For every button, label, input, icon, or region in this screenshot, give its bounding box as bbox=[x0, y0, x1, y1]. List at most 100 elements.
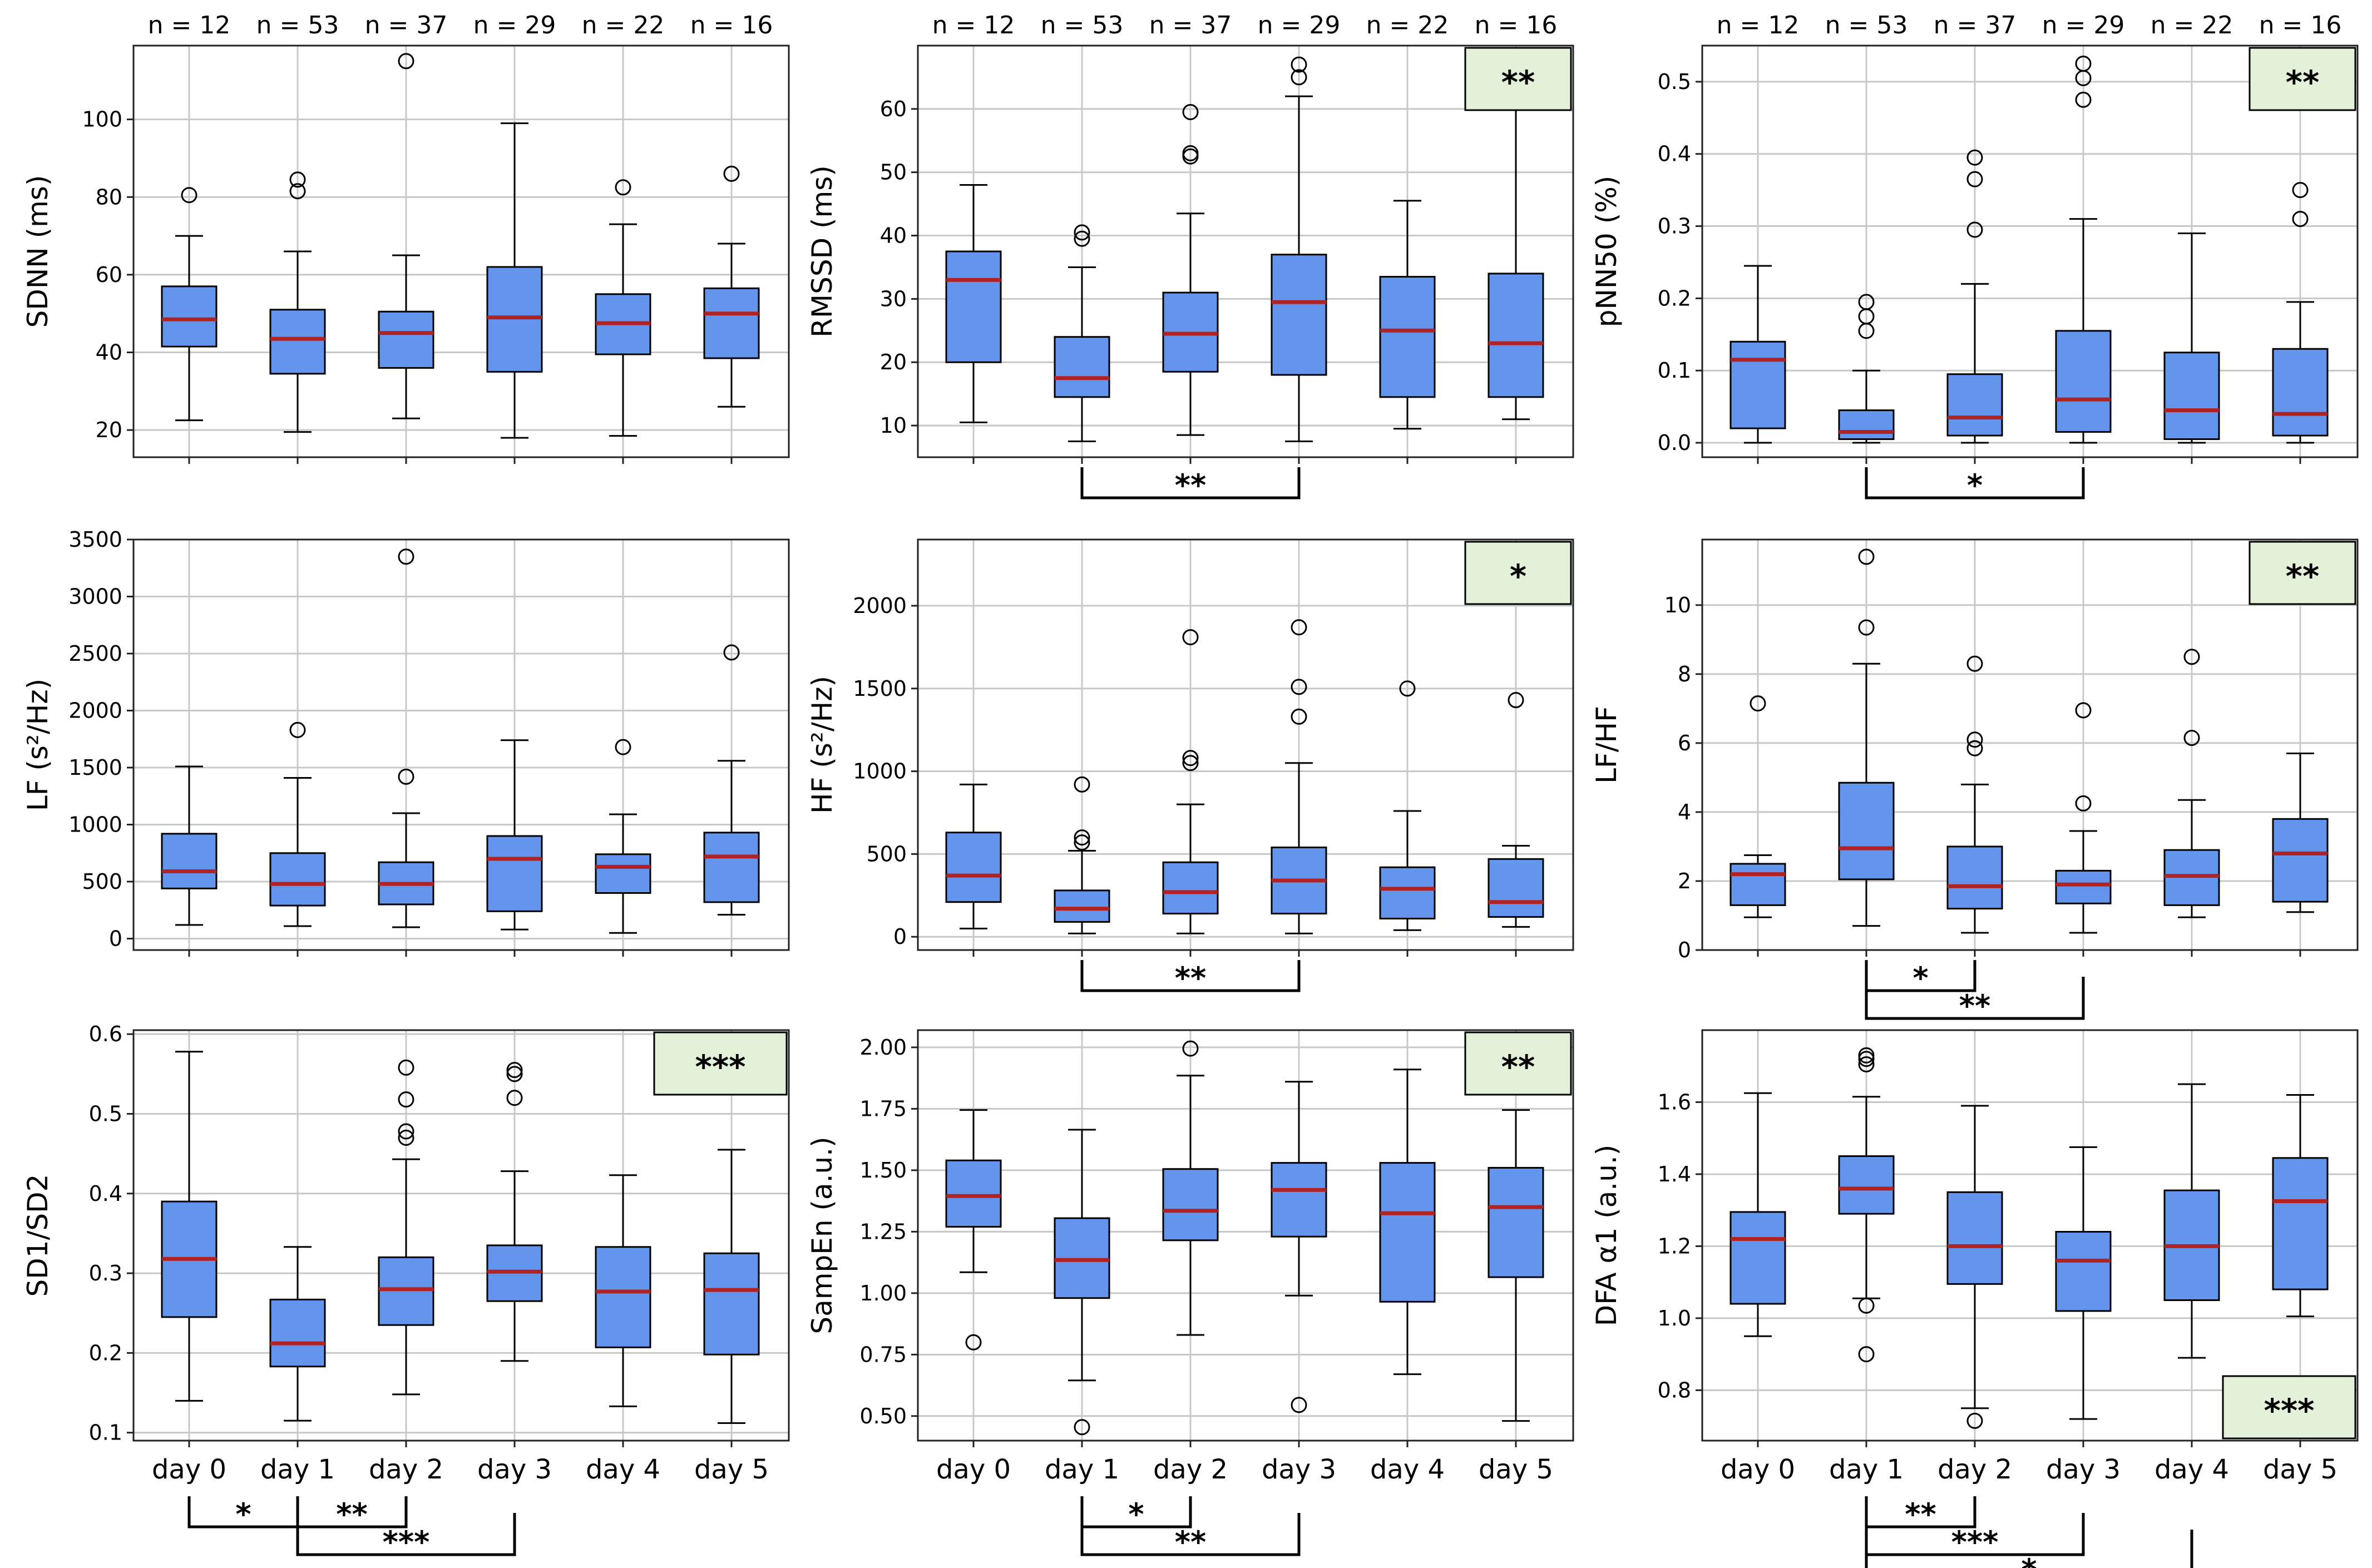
significance-bracket bbox=[1080, 960, 1301, 992]
significance-bracket-label: ** bbox=[1959, 988, 1990, 1023]
plot-frame bbox=[917, 44, 1574, 458]
significance-badge-label: ** bbox=[2286, 63, 2320, 101]
y-tick-label: 0.4 bbox=[89, 1181, 122, 1206]
box-day-5 bbox=[2272, 182, 2329, 444]
y-axis-label: SampEn (a.u.) bbox=[806, 1136, 838, 1334]
significance-bracket-label: ** bbox=[1175, 468, 1206, 503]
iqr-box bbox=[1162, 861, 1219, 915]
y-tick-label: 1.0 bbox=[1658, 1306, 1691, 1330]
x-tick-label-day: day 2 bbox=[1938, 1454, 2012, 1485]
iqr-box bbox=[269, 309, 326, 375]
sample-size-label: n = 37 bbox=[365, 11, 448, 39]
outlier-point bbox=[398, 768, 414, 785]
panel-sdnn: 20 40 60 80 100 SDNN (ms) n = 12 n = 53 n = 37 n … bbox=[22, 11, 790, 464]
significance-badge-label: *** bbox=[695, 1048, 746, 1086]
significance-bracket-label: ** bbox=[1175, 1525, 1206, 1560]
x-tick-label-day: day 4 bbox=[586, 1454, 660, 1485]
y-tick-label: 0 bbox=[893, 924, 907, 949]
x-tick-label-day: day 2 bbox=[369, 1454, 443, 1485]
y-tick-label: 0.4 bbox=[1658, 142, 1691, 166]
iqr-box bbox=[2055, 330, 2112, 433]
iqr-box bbox=[2055, 869, 2112, 904]
iqr-box bbox=[1729, 340, 1786, 429]
significance-badge bbox=[1464, 47, 1572, 111]
outlier-point bbox=[289, 171, 306, 188]
outlier-point bbox=[1291, 69, 1307, 86]
outlier-point bbox=[1966, 655, 1983, 672]
significance-bracket-label: ** bbox=[1905, 1497, 1936, 1532]
y-tick-label: 1.4 bbox=[1658, 1162, 1691, 1186]
y-tick-label: 50 bbox=[880, 160, 907, 185]
outlier-point bbox=[2075, 702, 2092, 719]
significance-bracket-label: * bbox=[1128, 1497, 1144, 1532]
iqr-box bbox=[269, 852, 326, 907]
outlier-point bbox=[1858, 548, 1875, 565]
y-axis-label: LF (s²/Hz) bbox=[22, 679, 54, 811]
y-tick-label: 2.00 bbox=[859, 1035, 907, 1060]
significance-bracket bbox=[1080, 1513, 1301, 1556]
box-day-3 bbox=[2055, 1146, 2112, 1420]
y-tick-label: 0.8 bbox=[1658, 1378, 1691, 1402]
outlier-point bbox=[1858, 294, 1875, 310]
y-tick-label: 8 bbox=[1678, 662, 1691, 686]
outlier-point bbox=[1182, 629, 1199, 646]
outlier-point bbox=[2292, 211, 2309, 227]
iqr-box bbox=[2055, 1231, 2112, 1312]
y-axis-label: DFA α1 (a.u.) bbox=[1590, 1145, 1623, 1327]
outlier-point bbox=[1399, 680, 1416, 697]
x-tick-label-day: day 2 bbox=[1153, 1454, 1228, 1485]
box-day-3 bbox=[1271, 56, 1327, 443]
box-day-2 bbox=[378, 53, 434, 419]
box-day-5 bbox=[703, 165, 760, 408]
significance-bracket bbox=[1865, 1496, 1976, 1529]
box-day-3 bbox=[2055, 55, 2112, 444]
sample-size-label: n = 37 bbox=[1149, 11, 1232, 39]
y-tick-label: 500 bbox=[82, 869, 122, 894]
significance-badge-label: * bbox=[1510, 557, 1526, 595]
y-tick-label: 4 bbox=[1678, 800, 1691, 824]
y-axis-label: LF/HF bbox=[1590, 706, 1623, 784]
plot-frame bbox=[132, 1029, 790, 1442]
box-day-3 bbox=[486, 122, 543, 439]
outlier-point bbox=[1182, 145, 1199, 162]
plot-frame bbox=[1701, 44, 2359, 458]
panel-sd1sd2: 0.1 0.2 0.3 0.4 0.5 0.6 SD1/SD2 day 0 day 1 day 2… bbox=[22, 1022, 790, 1560]
iqr-box bbox=[1054, 889, 1110, 923]
iqr-box bbox=[2272, 1157, 2329, 1290]
x-tick-label-day: day 5 bbox=[1479, 1454, 1553, 1485]
significance-badge-label: ** bbox=[1501, 1048, 1535, 1086]
box-day-1 bbox=[1838, 548, 1895, 927]
box-day-2 bbox=[1946, 655, 2003, 934]
outlier-point bbox=[2183, 649, 2200, 665]
outlier-point bbox=[506, 1066, 523, 1082]
box-day-0 bbox=[945, 184, 1002, 423]
y-tick-label: 2000 bbox=[68, 699, 122, 723]
iqr-box bbox=[161, 285, 218, 348]
sample-size-label: n = 12 bbox=[148, 11, 231, 39]
outlier-point bbox=[1291, 708, 1307, 725]
y-tick-label: 1000 bbox=[853, 759, 907, 784]
y-tick-label: 80 bbox=[96, 185, 122, 209]
outlier-point bbox=[398, 53, 414, 70]
outlier-point bbox=[2292, 182, 2309, 199]
outlier-point bbox=[2075, 795, 2092, 812]
iqr-box bbox=[1271, 1162, 1327, 1238]
outlier-point bbox=[1858, 1346, 1875, 1363]
sample-size-label: n = 16 bbox=[1475, 11, 1558, 39]
box-day-3 bbox=[1271, 619, 1327, 934]
box-day-1 bbox=[269, 721, 326, 927]
sample-size-label: n = 12 bbox=[1717, 11, 1800, 39]
box-day-2 bbox=[378, 548, 434, 928]
significance-bracket-label: *** bbox=[1951, 1525, 1999, 1560]
plot-frame bbox=[132, 538, 790, 951]
box-day-0 bbox=[1729, 1092, 1786, 1337]
outlier-point bbox=[1074, 230, 1090, 247]
iqr-box bbox=[1838, 1155, 1895, 1215]
significance-badge bbox=[2249, 541, 2356, 605]
y-tick-label: 1.2 bbox=[1658, 1234, 1691, 1258]
y-tick-label: 0 bbox=[1678, 938, 1691, 962]
iqr-box bbox=[945, 1159, 1002, 1228]
iqr-box bbox=[1054, 336, 1110, 398]
